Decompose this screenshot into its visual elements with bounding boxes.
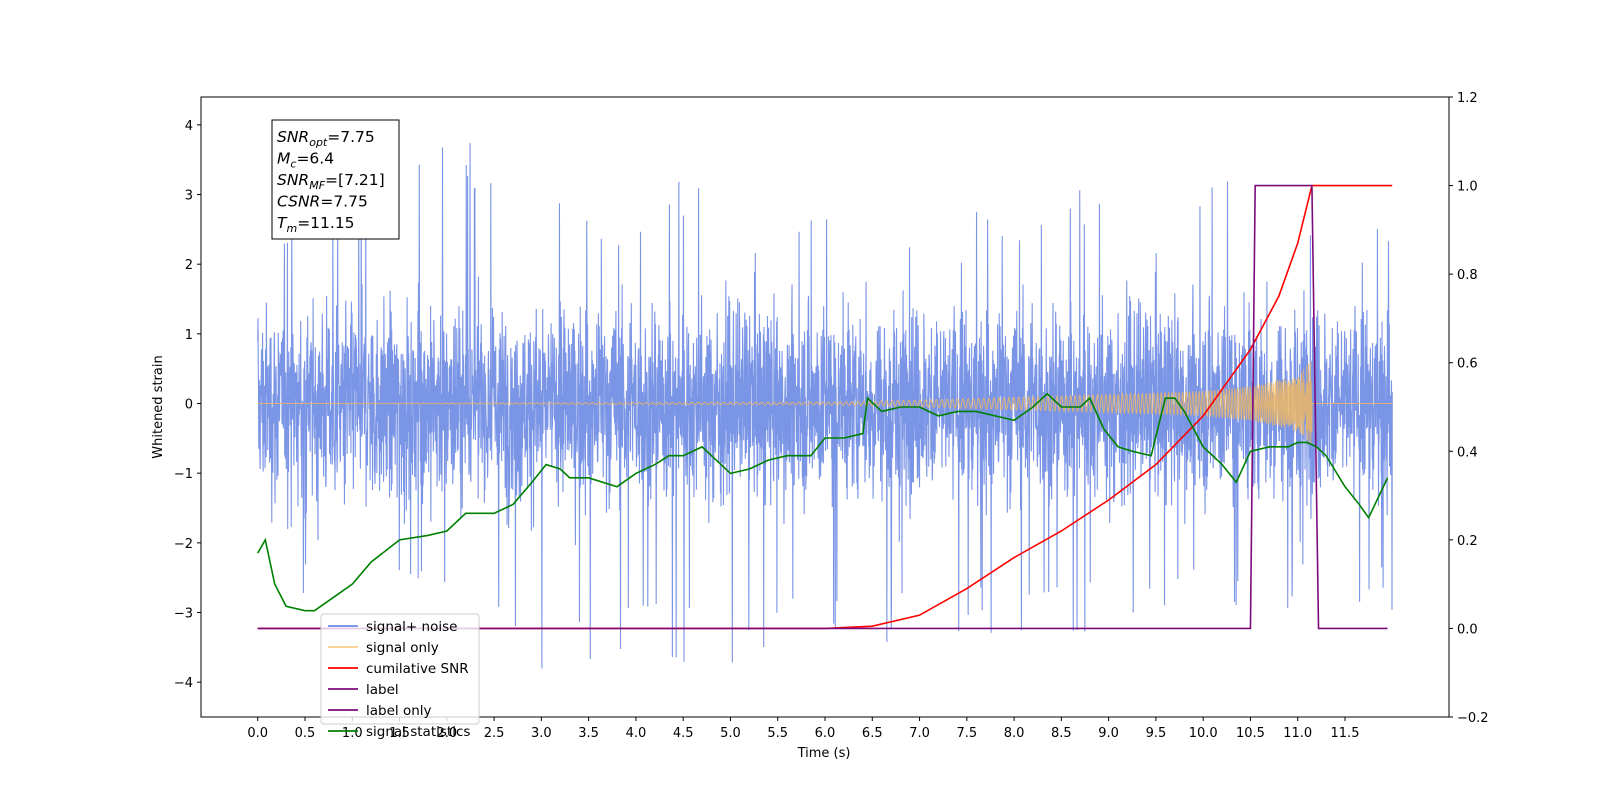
legend-label: label only (366, 703, 432, 719)
x-tick-label: 11.0 (1283, 726, 1312, 741)
annotation-line: SNRMF=[7.21] (277, 171, 385, 192)
annotation-line: Tm=11.15 (277, 214, 355, 235)
x-tick-label: 9.5 (1146, 726, 1167, 741)
y-tick-label: −2 (174, 537, 193, 552)
x-tick-label: 6.0 (815, 726, 836, 741)
x-tick-label: 1.5 (389, 726, 410, 741)
legend-label: signal statistics (366, 724, 470, 740)
y-axis-label: Whitened strain (151, 355, 166, 458)
annotation-line: SNRopt=7.75 (277, 128, 375, 149)
annotation-frame (271, 119, 400, 240)
x-tick-label: 0.5 (295, 726, 316, 741)
x-tick-label: 10.0 (1189, 726, 1218, 741)
y-tick-label: −4 (174, 676, 193, 691)
y-axis-right: −0.2 0.0 0.2 0.4 0.6 0.8 1.0 1.2 (1449, 91, 1489, 726)
y-tick-label: 1 (185, 328, 193, 343)
y2-tick-label: 0.0 (1457, 622, 1478, 637)
y-tick-label: 0 (185, 398, 193, 413)
x-tick-label: 1.0 (342, 726, 363, 741)
x-tick-label: 2.0 (436, 726, 457, 741)
y2-tick-label: 0.8 (1457, 268, 1478, 283)
y-tick-label: 4 (185, 119, 193, 134)
series-signal-only (257, 361, 1393, 445)
x-tick-label: 8.5 (1051, 726, 1072, 741)
y-tick-label: −1 (174, 467, 193, 482)
legend-label: signal only (366, 640, 439, 656)
y-axis-left: −4 −3 −2 −1 0 1 2 3 4 (174, 119, 201, 691)
x-tick-label: 10.5 (1236, 726, 1265, 741)
x-tick-label: 3.0 (531, 726, 552, 741)
y2-tick-label: −0.2 (1457, 711, 1489, 726)
legend-label: label (366, 682, 399, 698)
series-signal-statistics (257, 392, 1389, 612)
y-tick-label: 3 (185, 189, 193, 204)
x-tick-label: 7.5 (956, 726, 977, 741)
legend-frame (320, 613, 480, 725)
x-tick-label: 5.0 (720, 726, 741, 741)
y-tick-label: 2 (185, 258, 193, 273)
y2-tick-label: 0.4 (1457, 445, 1478, 460)
annotation-line: Mc=6.4 (277, 150, 334, 171)
x-tick-label: 6.5 (862, 726, 883, 741)
x-tick-label: 7.0 (909, 726, 930, 741)
series-label (257, 184, 1388, 630)
x-tick-label: 9.0 (1098, 726, 1119, 741)
y2-tick-label: 0.2 (1457, 534, 1478, 549)
annotation-line: CSNR=7.75 (277, 193, 368, 211)
y2-tick-label: 1.2 (1457, 91, 1478, 106)
y-tick-label: −3 (174, 607, 193, 622)
x-tick-label: 8.0 (1004, 726, 1025, 741)
x-tick-label: 5.5 (767, 726, 788, 741)
x-tick-label: 0.0 (247, 726, 268, 741)
x-tick-label: 4.5 (673, 726, 694, 741)
y2-tick-label: 0.6 (1457, 357, 1478, 372)
legend: signal+ noise signal only cumilative SNR la… (320, 613, 480, 740)
x-tick-label: 2.5 (484, 726, 505, 741)
series-cumulative-snr (257, 184, 1393, 630)
plot-area (257, 143, 1393, 669)
x-tick-label: 4.0 (626, 726, 647, 741)
y2-tick-label: 1.0 (1457, 180, 1478, 195)
x-axis-label: Time (s) (797, 746, 851, 761)
legend-label: signal+ noise (366, 619, 457, 635)
x-tick-label: 11.5 (1331, 726, 1360, 741)
x-axis: 0.0 0.5 1.0 1.5 2.0 2.5 3.0 3.5 4.0 4.5 5.0 5.5 6.0 6… (247, 717, 1359, 741)
series-signal-plus-noise (257, 143, 1393, 669)
x-tick-label: 3.5 (578, 726, 599, 741)
legend-label: cumilative SNR (366, 661, 469, 677)
